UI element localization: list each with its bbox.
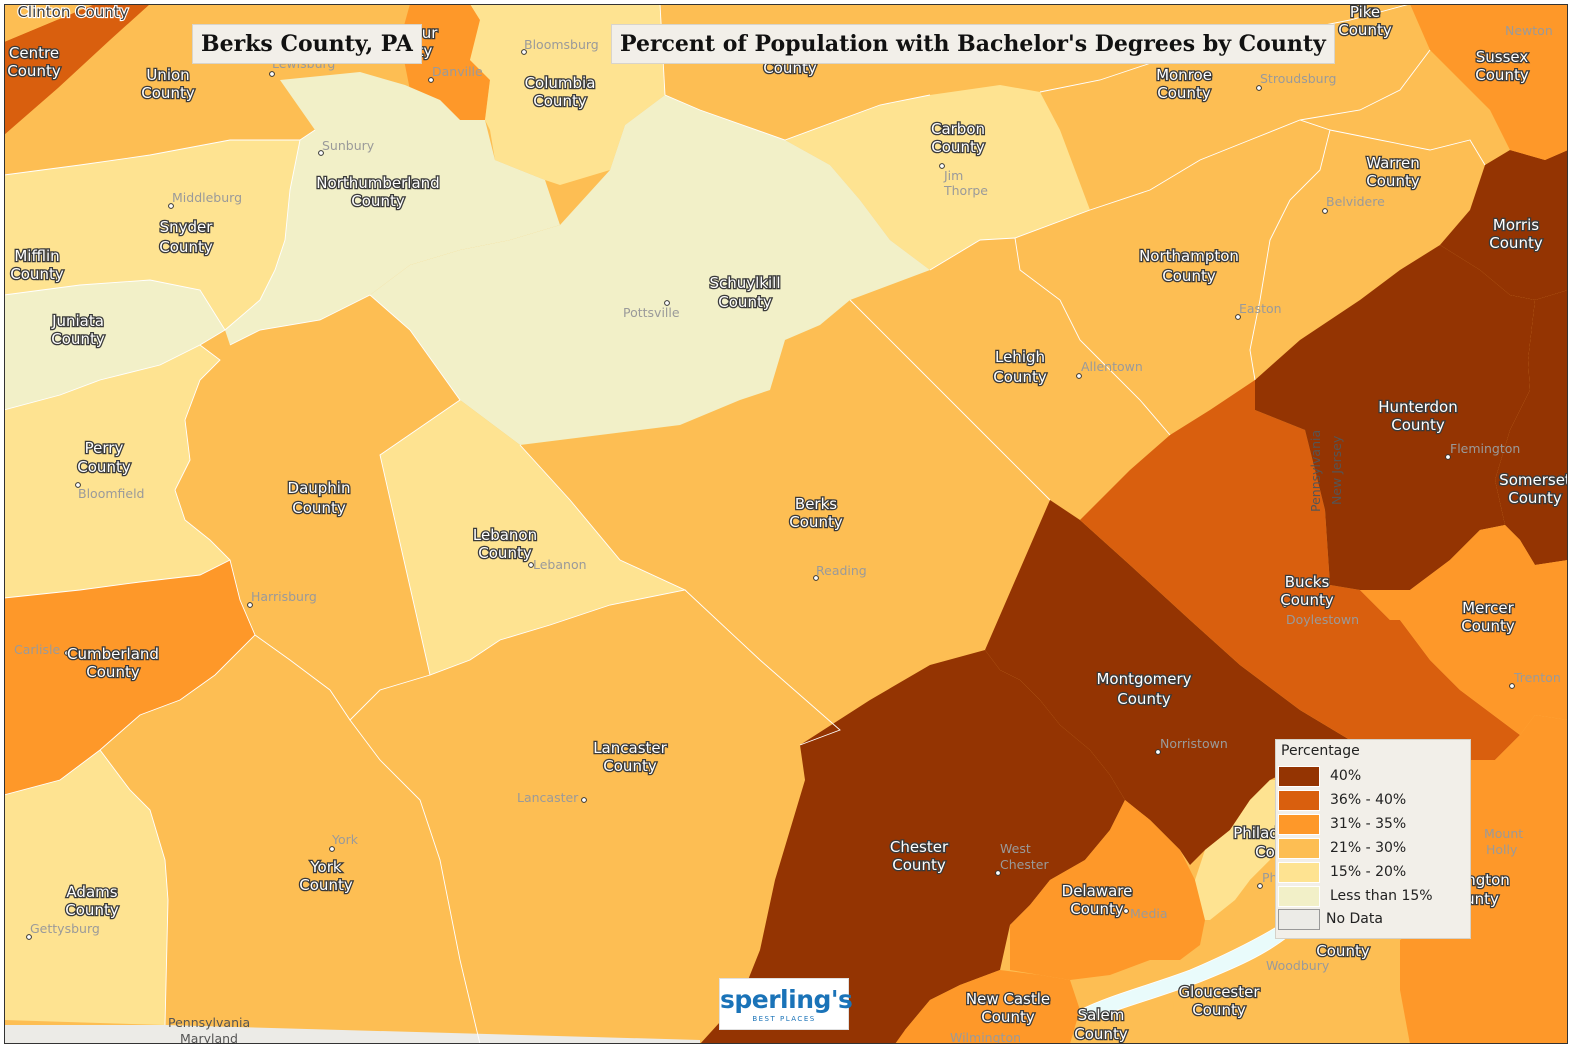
county-salem[interactable] [1070,985,1180,1044]
county-juniata[interactable] [4,280,225,410]
legend-label: 15% - 20% [1330,864,1407,880]
legend-label: 40% [1330,768,1362,784]
county-montour[interactable] [400,4,490,120]
county-centre[interactable] [4,4,150,135]
legend-label: 21% - 30% [1330,840,1407,856]
county-sussex[interactable] [1410,4,1568,160]
county-philadelphia[interactable] [1195,780,1300,920]
legend-label: Less than 15% [1330,888,1433,904]
county-clinton[interactable] [4,4,95,42]
legend-swatch [1278,886,1320,907]
county-montgomery[interactable] [985,500,1350,865]
legend-title: Percentage [1281,743,1360,759]
county-delaware[interactable] [1010,800,1205,980]
brand-name: sperling's [720,985,853,1014]
maryland-strip [4,1025,700,1044]
legend-swatch [1278,909,1320,930]
map-title-location: Berks County, PA [192,24,422,64]
county-perry[interactable] [4,345,230,598]
legend-swatch [1278,814,1320,835]
brand-tagline: BEST PLACES [752,1015,816,1023]
map-legend: Percentage 40% 36% - 40% 31% - 35% 21% -… [1275,739,1471,939]
county-somerset[interactable] [1495,290,1568,565]
county-cumberland[interactable] [4,560,255,795]
sperlings-logo[interactable]: sperling's BEST PLACES [719,978,853,1030]
legend-swatch [1278,766,1320,787]
county-burlington[interactable] [1400,715,1568,1044]
legend-swatch [1278,790,1320,811]
legend-label: No Data [1326,911,1383,927]
map-title-metric: Percent of Population with Bachelor's De… [611,24,1335,64]
county-schuylkill[interactable] [370,95,930,445]
county-bucks[interactable] [1080,380,1520,760]
legend-swatch [1278,862,1320,883]
county-morris[interactable] [1440,150,1568,300]
county-snyder[interactable] [4,140,300,330]
county-northumberland[interactable] [225,72,560,345]
county-lebanon[interactable] [380,400,685,675]
legend-label: 31% - 35% [1330,816,1407,832]
county-newcastle[interactable] [895,970,1080,1044]
county-adams[interactable] [4,750,168,1025]
legend-label: 36% - 40% [1330,792,1407,808]
county-carbon[interactable] [785,85,1090,270]
county-hunterdon[interactable] [1255,245,1535,590]
county-mercer[interactable] [1360,525,1568,735]
legend-swatch [1278,838,1320,859]
county-chester[interactable] [700,650,1125,1044]
